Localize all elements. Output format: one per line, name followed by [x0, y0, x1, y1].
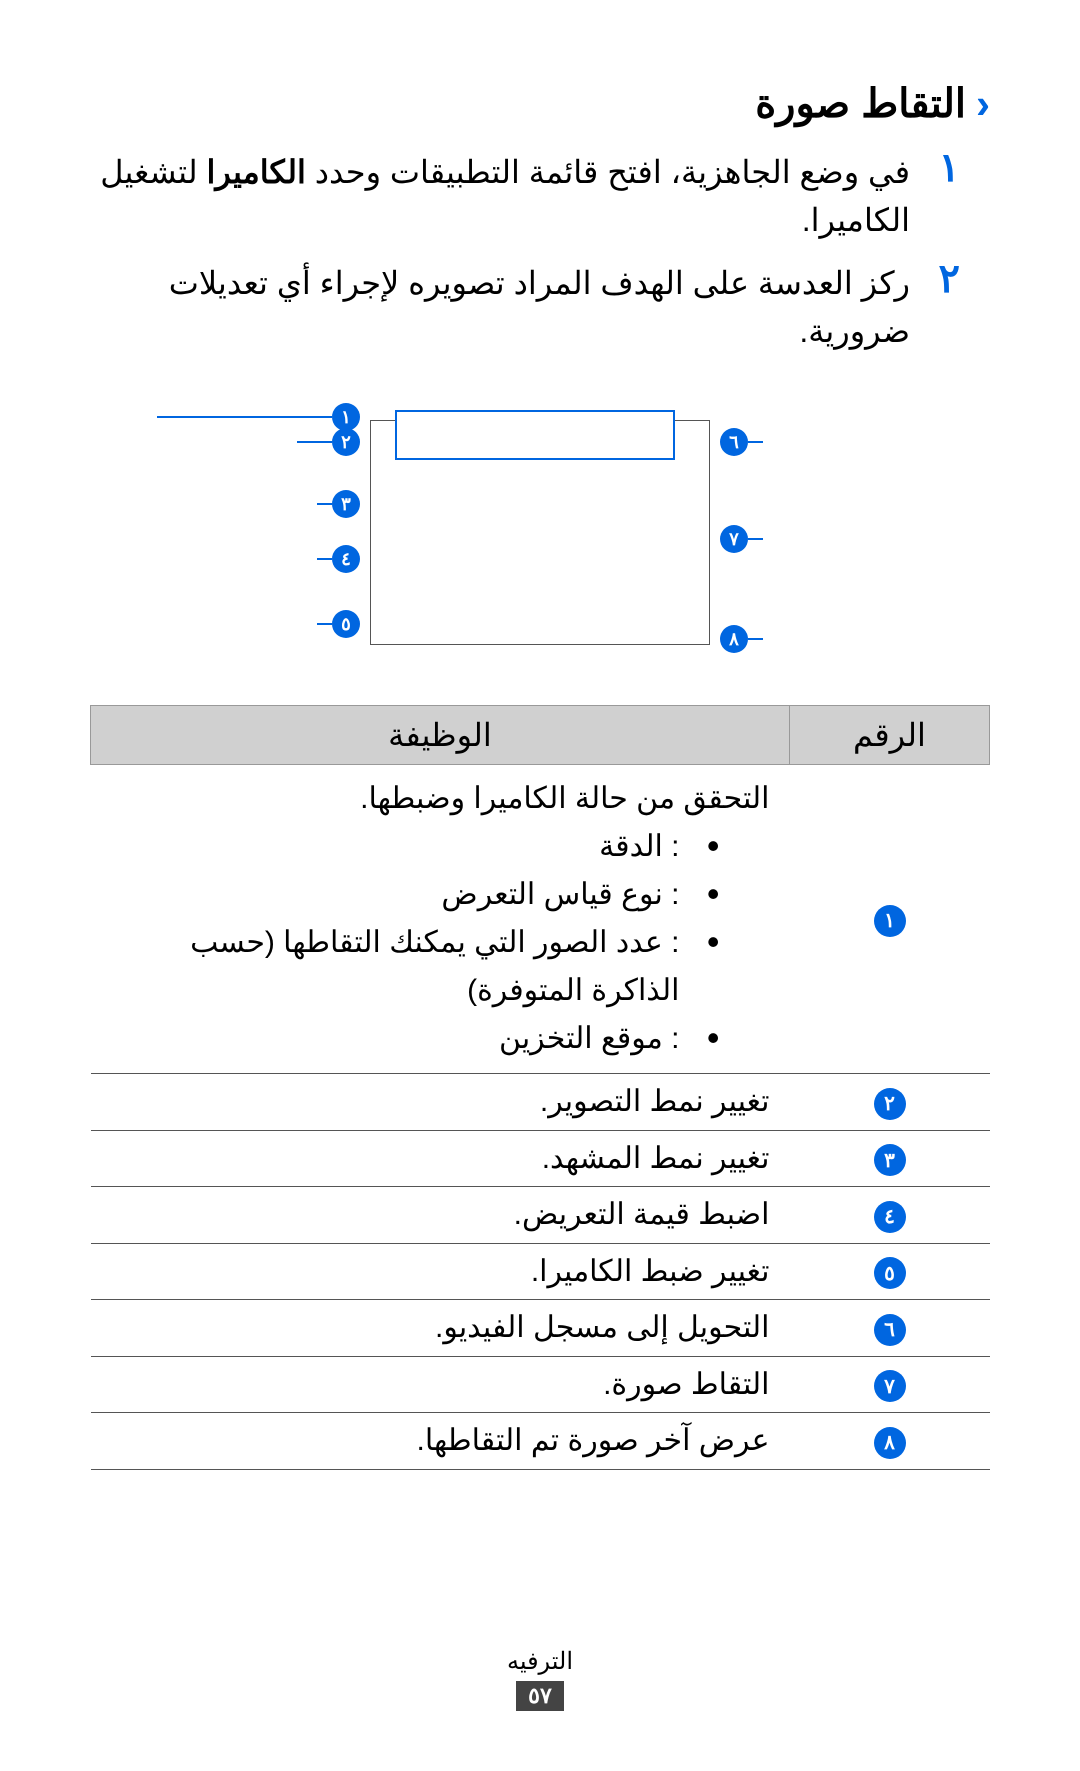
callout-line — [748, 638, 763, 640]
callout-1: ١ — [157, 403, 360, 431]
footer-section-label: الترفيه — [0, 1647, 1080, 1676]
table-cell-badge: ٣ — [790, 1130, 990, 1187]
callout-3: ٣ — [317, 490, 360, 518]
step-text: ركز العدسة على الهدف المراد تصويره لإجرا… — [90, 259, 910, 355]
function-bullet: : موقع التخزين — [111, 1015, 720, 1063]
callout-line — [317, 558, 332, 560]
row-badge: ١ — [874, 905, 906, 937]
table-cell-function: التقاط صورة. — [91, 1356, 790, 1413]
row-badge: ٨ — [874, 1427, 906, 1459]
function-bullet: : عدد الصور التي يمكنك التقاطها (حسب الذ… — [111, 919, 720, 1015]
callout-4: ٤ — [317, 545, 360, 573]
row-badge: ٥ — [874, 1257, 906, 1289]
table-header-number: الرقم — [790, 706, 990, 765]
callout-badge: ٧ — [720, 525, 748, 553]
table-row: ٦ التحويل إلى مسجل الفيديو. — [91, 1300, 990, 1357]
table-row: ٤ اضبط قيمة التعريض. — [91, 1187, 990, 1244]
callout-line — [297, 441, 332, 443]
table-cell-function: تغيير نمط المشهد. — [91, 1130, 790, 1187]
callout-8: ٨ — [720, 625, 763, 653]
table-row: ٣ تغيير نمط المشهد. — [91, 1130, 990, 1187]
callout-badge: ٦ — [720, 428, 748, 456]
step-number: ١ — [930, 148, 960, 188]
row-badge: ٧ — [874, 1370, 906, 1402]
step-item: ٢ ركز العدسة على الهدف المراد تصويره لإج… — [90, 259, 990, 355]
table-header-row: الرقم الوظيفة — [91, 706, 990, 765]
step-bold: الكاميرا — [206, 154, 305, 190]
callout-5: ٥ — [317, 610, 360, 638]
callout-badge: ٤ — [332, 545, 360, 573]
function-bullets: : الدقة : نوع قياس التعرض : عدد الصور ال… — [111, 823, 770, 1063]
camera-diagram: ١ ٢ ٣ ٤ ٥ ٦ ٧ ٨ — [90, 385, 990, 665]
callout-badge: ٥ — [332, 610, 360, 638]
heading-title: التقاط صورة — [755, 81, 966, 127]
step-text: في وضع الجاهزية، افتح قائمة التطبيقات وح… — [90, 148, 910, 244]
callout-2: ٢ — [297, 428, 360, 456]
callout-badge: ١ — [332, 403, 360, 431]
section-heading: ‹ التقاط صورة — [90, 80, 990, 128]
callout-line — [748, 441, 763, 443]
callout-line — [157, 416, 332, 418]
table-cell-badge: ٦ — [790, 1300, 990, 1357]
diagram-inner-rect — [395, 410, 675, 460]
step-text-part: في وضع الجاهزية، افتح قائمة التطبيقات وح… — [306, 154, 910, 190]
table-cell-badge: ٤ — [790, 1187, 990, 1244]
table-row: ٧ التقاط صورة. — [91, 1356, 990, 1413]
table-row: ٥ تغيير ضبط الكاميرا. — [91, 1243, 990, 1300]
callout-badge: ٨ — [720, 625, 748, 653]
chevron-left-icon: ‹ — [976, 80, 990, 128]
table-cell-badge: ٨ — [790, 1413, 990, 1470]
table-row: ٨ عرض آخر صورة تم التقاطها. — [91, 1413, 990, 1470]
table-cell-function: عرض آخر صورة تم التقاطها. — [91, 1413, 790, 1470]
callout-line — [317, 623, 332, 625]
table-cell-badge: ١ — [790, 765, 990, 1074]
row-badge: ٣ — [874, 1144, 906, 1176]
callout-line — [317, 503, 332, 505]
callout-6: ٦ — [720, 428, 763, 456]
callout-badge: ٣ — [332, 490, 360, 518]
function-bullet: : الدقة — [111, 823, 720, 871]
table-cell-function: تغيير ضبط الكاميرا. — [91, 1243, 790, 1300]
callout-badge: ٢ — [332, 428, 360, 456]
callout-line — [748, 538, 763, 540]
row-badge: ٢ — [874, 1088, 906, 1120]
row-badge: ٦ — [874, 1314, 906, 1346]
function-bullet: : نوع قياس التعرض — [111, 871, 720, 919]
page-footer: الترفيه ٥٧ — [0, 1647, 1080, 1711]
table-row: ١ التحقق من حالة الكاميرا وضبطها. : الدق… — [91, 765, 990, 1074]
table-cell-badge: ٢ — [790, 1074, 990, 1131]
table-cell-badge: ٧ — [790, 1356, 990, 1413]
table-header-function: الوظيفة — [91, 706, 790, 765]
table-cell-function: التحقق من حالة الكاميرا وضبطها. : الدقة … — [91, 765, 790, 1074]
table-cell-function: التحويل إلى مسجل الفيديو. — [91, 1300, 790, 1357]
callout-7: ٧ — [720, 525, 763, 553]
table-row: ٢ تغيير نمط التصوير. — [91, 1074, 990, 1131]
table-cell-function: تغيير نمط التصوير. — [91, 1074, 790, 1131]
steps-list: ١ في وضع الجاهزية، افتح قائمة التطبيقات … — [90, 148, 990, 355]
footer-page-number: ٥٧ — [516, 1681, 564, 1711]
table-cell-badge: ٥ — [790, 1243, 990, 1300]
table-cell-function: اضبط قيمة التعريض. — [91, 1187, 790, 1244]
row-badge: ٤ — [874, 1201, 906, 1233]
functions-table: الرقم الوظيفة ١ التحقق من حالة الكاميرا … — [90, 705, 990, 1470]
step-number: ٢ — [930, 259, 960, 299]
diagram-container: ١ ٢ ٣ ٤ ٥ ٦ ٧ ٨ — [250, 385, 830, 665]
function-lead: التحقق من حالة الكاميرا وضبطها. — [111, 775, 770, 823]
step-item: ١ في وضع الجاهزية، افتح قائمة التطبيقات … — [90, 148, 990, 244]
